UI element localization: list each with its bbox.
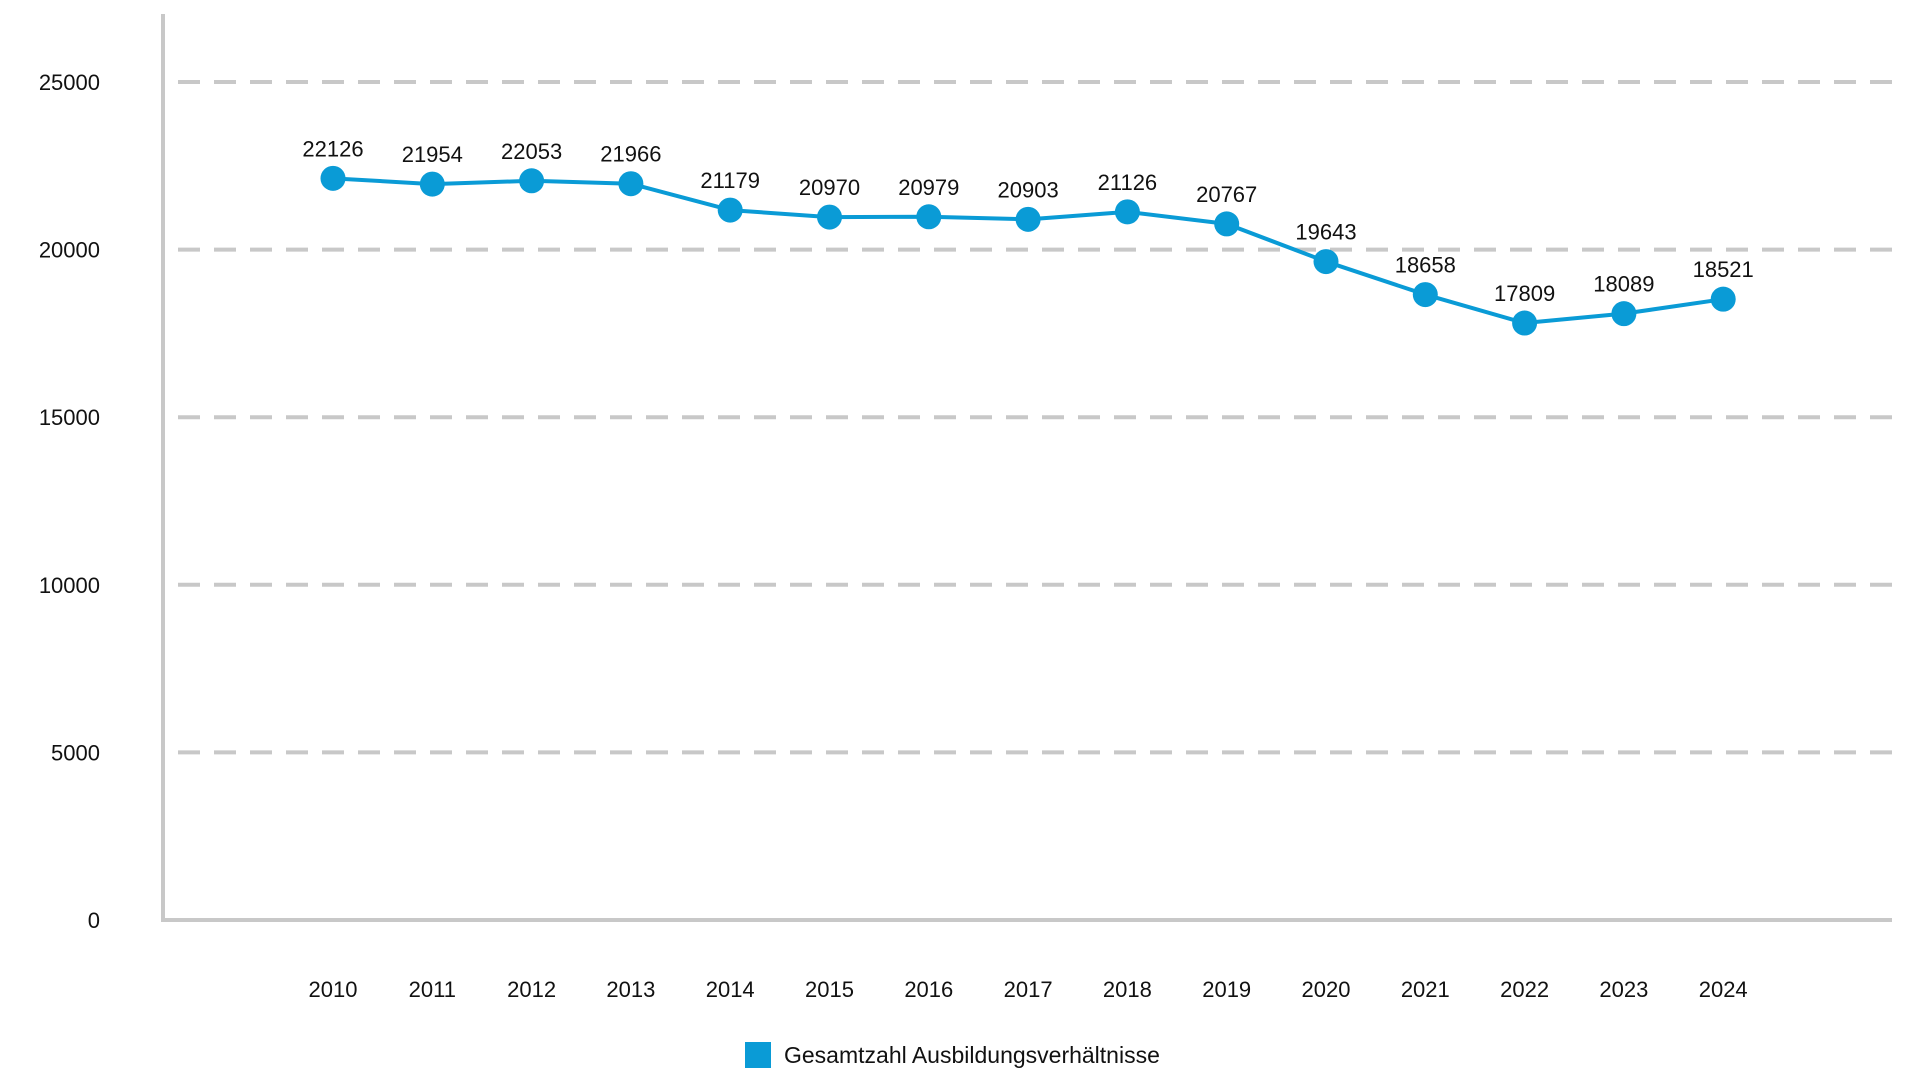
data-label: 21966 (600, 142, 661, 167)
data-label: 22053 (501, 139, 562, 164)
data-point (717, 197, 743, 223)
x-tick-labels: 2010 2011 2012 2013 2014 2015 2016 2017 2018 2019… (309, 977, 1748, 1002)
data-label: 18658 (1395, 253, 1456, 278)
data-label: 18521 (1693, 257, 1754, 282)
y-tick-label: 0 (88, 908, 100, 933)
x-tick-label: 2014 (706, 977, 755, 1002)
data-point (320, 165, 346, 191)
data-label: 20903 (998, 177, 1059, 202)
data-label: 22126 (302, 136, 363, 161)
data-label: 20979 (898, 175, 959, 200)
x-tick-label: 2020 (1302, 977, 1351, 1002)
data-point (419, 171, 445, 197)
y-tick-label: 25000 (39, 70, 100, 95)
x-tick-label: 2022 (1500, 977, 1549, 1002)
data-label: 17809 (1494, 281, 1555, 306)
x-tick-label: 2021 (1401, 977, 1450, 1002)
x-tick-label: 2019 (1202, 977, 1251, 1002)
y-tick-label: 20000 (39, 238, 100, 263)
data-point (519, 168, 545, 194)
y-tick-labels: 0 5000 10000 15000 20000 25000 (39, 70, 100, 933)
x-tick-label: 2011 (409, 977, 456, 1002)
data-label: 18089 (1593, 272, 1654, 297)
data-point (1412, 282, 1438, 308)
x-tick-label: 2024 (1699, 977, 1748, 1002)
data-label: 20767 (1196, 182, 1257, 207)
y-tick-label: 5000 (51, 740, 100, 765)
x-tick-label: 2018 (1103, 977, 1152, 1002)
x-tick-label: 2016 (904, 977, 953, 1002)
x-tick-label: 2013 (606, 977, 655, 1002)
data-point (1710, 286, 1736, 312)
x-tick-label: 2017 (1004, 977, 1053, 1002)
data-point (916, 204, 942, 230)
data-point (1313, 249, 1339, 275)
x-tick-label: 2023 (1599, 977, 1648, 1002)
axes (161, 14, 1892, 922)
data-label: 20970 (799, 175, 860, 200)
x-tick-label: 2010 (309, 977, 358, 1002)
data-point (1114, 199, 1140, 225)
data-point (1214, 211, 1240, 237)
x-tick-label: 2015 (805, 977, 854, 1002)
data-point (817, 204, 842, 230)
data-point (618, 171, 644, 197)
data-point (1512, 310, 1538, 336)
data-label: 21126 (1098, 170, 1158, 195)
data-label: 21179 (700, 168, 760, 193)
legend: Gesamtzahl Ausbildungsverhältnisse (745, 1042, 1160, 1068)
y-tick-label: 15000 (39, 405, 100, 430)
data-point (1015, 206, 1041, 232)
data-label: 21954 (402, 142, 463, 167)
legend-swatch (745, 1042, 771, 1068)
data-label: 19643 (1295, 220, 1356, 245)
legend-label: Gesamtzahl Ausbildungsverhältnisse (784, 1042, 1160, 1068)
series: 22126 21954 22053 21966 21179 20970 20979 20903… (302, 136, 1754, 336)
x-tick-label: 2012 (507, 977, 556, 1002)
y-tick-label: 10000 (39, 573, 100, 598)
data-point (1611, 301, 1637, 327)
